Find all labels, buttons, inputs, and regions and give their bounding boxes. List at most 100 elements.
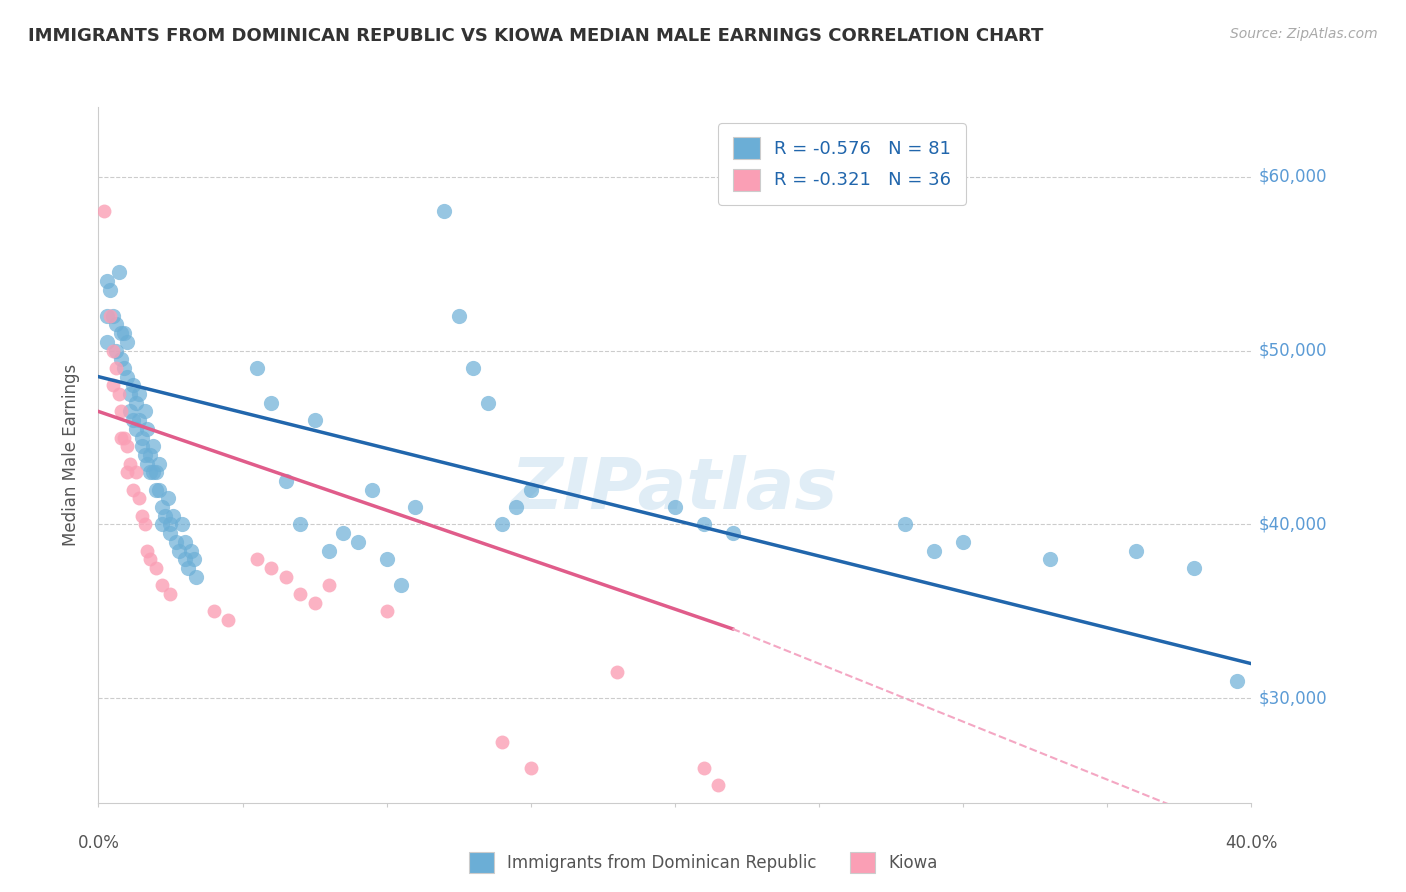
Point: [491, 735, 513, 749]
Point: [104, 360, 127, 375]
Point: [125, 395, 148, 409]
Point: [290, 587, 312, 601]
Point: [107, 265, 129, 279]
Text: 0.0%: 0.0%: [77, 834, 120, 852]
Point: [165, 534, 187, 549]
Point: [136, 543, 159, 558]
Point: [101, 378, 124, 392]
Point: [693, 761, 716, 775]
Text: Source: ZipAtlas.com: Source: ZipAtlas.com: [1230, 27, 1378, 41]
Point: [180, 543, 202, 558]
Point: [1125, 543, 1147, 558]
Point: [274, 474, 297, 488]
Point: [707, 778, 730, 793]
Legend: Immigrants from Dominican Republic, Kiowa: Immigrants from Dominican Republic, Kiow…: [463, 846, 943, 880]
Point: [153, 508, 176, 523]
Point: [304, 596, 326, 610]
Point: [136, 457, 159, 471]
Text: IMMIGRANTS FROM DOMINICAN REPUBLIC VS KIOWA MEDIAN MALE EARNINGS CORRELATION CHA: IMMIGRANTS FROM DOMINICAN REPUBLIC VS KI…: [28, 27, 1043, 45]
Point: [104, 343, 127, 358]
Y-axis label: Median Male Earnings: Median Male Earnings: [62, 364, 80, 546]
Point: [186, 570, 208, 584]
Point: [1226, 674, 1249, 689]
Point: [110, 430, 132, 444]
Point: [131, 439, 153, 453]
Point: [346, 534, 368, 549]
Point: [101, 309, 124, 323]
Point: [952, 534, 974, 549]
Point: [110, 404, 132, 418]
Point: [112, 360, 135, 375]
Point: [96, 274, 118, 288]
Point: [98, 283, 121, 297]
Point: [177, 561, 200, 575]
Point: [128, 413, 150, 427]
Point: [142, 466, 165, 480]
Point: [120, 387, 142, 401]
Point: [150, 500, 173, 514]
Point: [134, 448, 156, 462]
Point: [159, 587, 181, 601]
Point: [693, 517, 716, 532]
Point: [159, 517, 181, 532]
Point: [491, 517, 513, 532]
Point: [447, 309, 470, 323]
Point: [894, 517, 917, 532]
Legend: R = -0.576   N = 81, R = -0.321   N = 36: R = -0.576 N = 81, R = -0.321 N = 36: [718, 123, 966, 205]
Point: [183, 552, 205, 566]
Point: [156, 491, 179, 506]
Point: [375, 605, 398, 619]
Point: [318, 543, 340, 558]
Point: [274, 570, 297, 584]
Point: [139, 552, 162, 566]
Text: ZIPatlas: ZIPatlas: [512, 455, 838, 524]
Point: [477, 395, 499, 409]
Point: [246, 552, 269, 566]
Point: [139, 448, 162, 462]
Point: [125, 422, 148, 436]
Point: [375, 552, 398, 566]
Point: [134, 404, 156, 418]
Point: [131, 508, 153, 523]
Point: [110, 326, 132, 341]
Point: [505, 500, 527, 514]
Point: [117, 334, 138, 349]
Point: [120, 404, 142, 418]
Point: [98, 309, 121, 323]
Point: [405, 500, 427, 514]
Point: [139, 466, 162, 480]
Point: [150, 517, 173, 532]
Point: [142, 439, 165, 453]
Point: [128, 491, 150, 506]
Point: [122, 378, 145, 392]
Point: [174, 534, 197, 549]
Point: [318, 578, 340, 592]
Point: [167, 543, 190, 558]
Point: [361, 483, 384, 497]
Point: [136, 422, 159, 436]
Text: 40.0%: 40.0%: [1225, 834, 1278, 852]
Point: [110, 352, 132, 367]
Point: [145, 466, 167, 480]
Point: [150, 578, 173, 592]
Point: [122, 483, 145, 497]
Text: $60,000: $60,000: [1258, 168, 1327, 186]
Point: [304, 413, 326, 427]
Point: [101, 343, 124, 358]
Point: [122, 413, 145, 427]
Point: [162, 508, 184, 523]
Point: [93, 204, 115, 219]
Point: [96, 334, 118, 349]
Point: [145, 483, 167, 497]
Point: [433, 204, 456, 219]
Point: [159, 526, 181, 541]
Point: [174, 552, 197, 566]
Point: [96, 309, 118, 323]
Point: [148, 483, 170, 497]
Point: [134, 517, 156, 532]
Text: $40,000: $40,000: [1258, 516, 1327, 533]
Point: [117, 439, 138, 453]
Point: [664, 500, 686, 514]
Point: [120, 457, 142, 471]
Point: [112, 430, 135, 444]
